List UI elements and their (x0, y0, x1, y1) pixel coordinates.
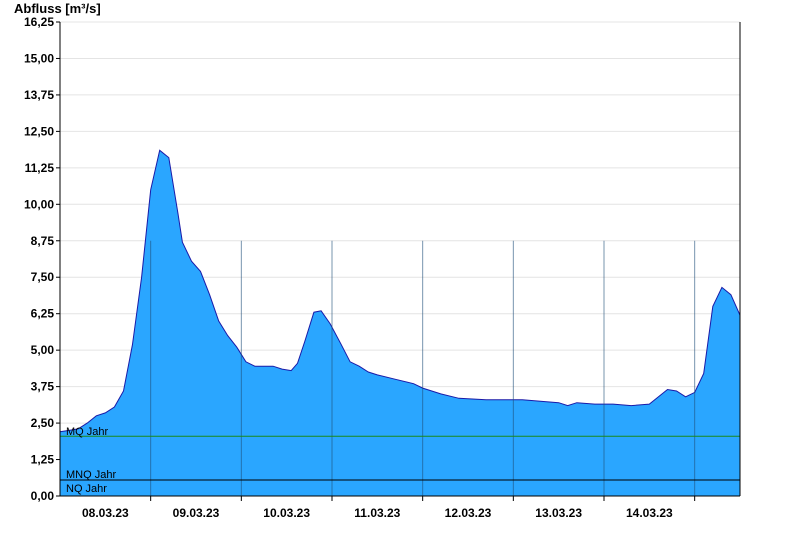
x-tick-label: 14.03.23 (626, 506, 673, 520)
y-axis-title: Abfluss [m³/s] (14, 1, 101, 16)
y-tick-label: 10,00 (24, 197, 54, 211)
y-tick-label: 6,25 (31, 307, 55, 321)
reference-label: MNQ Jahr (66, 469, 116, 481)
x-tick-label: 13.03.23 (535, 506, 582, 520)
y-tick-label: 13,75 (24, 88, 54, 102)
x-tick-label: 09.03.23 (173, 506, 220, 520)
x-tick-label: 10.03.23 (263, 506, 310, 520)
y-tick-label: 11,25 (25, 161, 55, 175)
x-tick-label: 08.03.23 (82, 506, 129, 520)
y-tick-label: 1,25 (31, 453, 55, 467)
discharge-area (60, 150, 740, 497)
y-tick-label: 15,00 (24, 51, 54, 65)
x-tick-label: 12.03.23 (445, 506, 492, 520)
y-tick-label: 0,00 (31, 489, 55, 503)
reference-label: NQ Jahr (66, 483, 107, 495)
vertical-grid (150, 240, 696, 496)
y-tick-label: 16,25 (24, 15, 54, 29)
reference-label: MQ Jahr (66, 426, 109, 438)
y-tick-label: 8,75 (31, 234, 55, 248)
y-tick-label: 3,75 (31, 380, 55, 394)
y-tick-label: 12,50 (24, 124, 54, 138)
reference-lines: MQ Jahr MNQ Jahr NQ Jahr (60, 426, 740, 495)
y-tick-label: 7,50 (31, 270, 55, 284)
discharge-line (59, 149, 741, 433)
x-tick-label: 11.03.23 (354, 506, 400, 520)
y-tick-label: 5,00 (31, 343, 55, 357)
y-tick-label: 2,50 (31, 416, 55, 430)
area-layer (59, 149, 741, 497)
axes: 0,00 1,25 2,50 3,75 5,00 6,25 7,50 8,75 10,00 11,… (24, 15, 741, 520)
